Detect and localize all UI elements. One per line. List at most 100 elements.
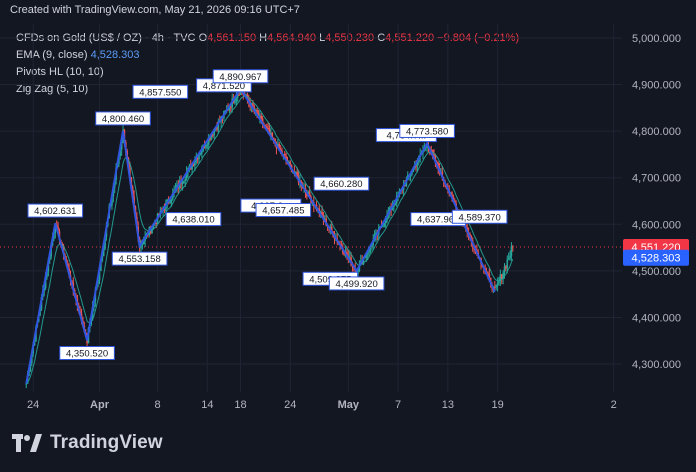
candle-body <box>120 141 123 150</box>
candle-body <box>507 258 510 260</box>
candle-body <box>510 246 513 256</box>
pivot-label: 4,499.920 <box>328 276 385 291</box>
pivot-label-box <box>451 209 508 224</box>
candle-body <box>155 222 157 224</box>
price-axis-background <box>622 0 696 416</box>
time-tick-label: Apr <box>90 399 110 411</box>
legend-pivots-row[interactable]: Pivots HL (10, 10) <box>16 64 519 81</box>
candle-body <box>209 137 211 140</box>
candle-body <box>364 257 366 259</box>
pivot-label-box <box>95 111 151 126</box>
pivot-label: 4,890.967 <box>212 69 269 84</box>
candle-body <box>506 259 509 269</box>
time-tick-label: 14 <box>201 399 213 411</box>
pivot-label: 4,857.550 <box>132 84 189 99</box>
candle-body <box>57 226 59 232</box>
pivot-label-text: 4,800.460 <box>102 114 144 125</box>
ema-price-tag-box <box>623 249 689 266</box>
legend-pivots-label[interactable]: Pivots HL (10, 10) <box>16 66 104 78</box>
candle-body <box>294 172 297 174</box>
zigzag-line <box>25 86 496 384</box>
zigzag-polyline <box>25 86 496 384</box>
candle-body <box>163 209 166 211</box>
candle-body <box>29 362 32 372</box>
legend-zigzag-row[interactable]: Zig Zag (5, 10) <box>16 81 519 98</box>
candle-body <box>142 240 145 245</box>
legend-ema-value: 4,528.303 <box>90 49 140 61</box>
candle-body <box>362 258 365 265</box>
candle-body <box>278 144 281 150</box>
pivot-label-text: 4,773.580 <box>406 126 448 137</box>
candle-body <box>496 282 499 286</box>
candle-body <box>451 192 453 197</box>
candle-body <box>382 226 384 228</box>
candle-body <box>256 109 258 114</box>
candle-body <box>495 285 498 288</box>
brand-name: TradingView <box>50 432 163 453</box>
candle-body <box>415 165 417 167</box>
candle-body <box>104 236 106 249</box>
candle-body <box>505 266 507 269</box>
candle-body <box>296 172 298 177</box>
candle-body <box>228 107 231 111</box>
candle-body <box>54 224 57 234</box>
candle-body <box>288 162 290 164</box>
candle-body <box>488 274 491 278</box>
pivot-label-box <box>399 123 455 138</box>
candle-body <box>140 245 142 248</box>
candle-body <box>216 128 218 130</box>
candle-body <box>411 172 413 175</box>
candle-body <box>366 252 369 255</box>
candle-body <box>371 245 373 247</box>
candle-body <box>169 202 171 204</box>
candle-body <box>205 145 207 148</box>
chart-grid <box>0 24 622 392</box>
candle-body <box>212 134 214 136</box>
candle-body <box>433 154 435 157</box>
legend-ema-label[interactable]: EMA (9, close) <box>16 49 88 61</box>
pivot-label-text: 4,890.967 <box>219 72 261 83</box>
ema-price-tag-text: 4,528.303 <box>632 253 681 265</box>
candle-body <box>503 266 506 273</box>
time-tick-label: 2 <box>611 399 617 411</box>
candle-body <box>196 157 199 160</box>
pivot-label-text: 4,553.158 <box>118 254 160 265</box>
candle-body <box>285 156 287 161</box>
pivot-label: 4,657.485 <box>255 203 312 218</box>
time-tick-label: 13 <box>442 399 454 411</box>
candle-body <box>452 196 455 201</box>
candle-body <box>500 274 503 280</box>
pivot-label-box <box>212 69 269 84</box>
candle-body <box>365 254 368 258</box>
candle-body <box>348 257 351 259</box>
tradingview-brand[interactable]: TradingView <box>12 432 163 454</box>
pivot-label-box <box>132 84 189 99</box>
candle-body <box>404 185 406 187</box>
tradingview-logo-icon <box>12 434 42 452</box>
legend-ema-row[interactable]: EMA (9, close) 4,528.303 <box>16 47 519 64</box>
legend-symbol-row[interactable]: CFDs on Gold (US$ / OZ) · 4h · TVC O4,56… <box>16 30 519 47</box>
candle-body <box>494 286 496 288</box>
candle-body <box>207 137 210 145</box>
candle-body <box>267 127 269 130</box>
candle-body <box>321 211 323 217</box>
ema-price-tag: 4,528.303 <box>623 249 689 266</box>
price-axis[interactable]: 4,300.000 4,400.000 4,500.000 4,600.000 4,70… <box>622 0 696 416</box>
pivot-label-text: 4,857.550 <box>139 87 181 98</box>
pivot-label-text: 4,660.280 <box>320 179 362 190</box>
candle-body <box>170 199 173 203</box>
candle-body <box>394 203 397 205</box>
candle-body <box>230 107 232 109</box>
candle-body <box>384 220 387 223</box>
pivot-label-text: 4,657.485 <box>262 206 304 217</box>
candle-body <box>201 150 203 154</box>
price-tick-label: 4,600.000 <box>632 219 681 231</box>
candle-body <box>308 191 311 198</box>
time-axis[interactable]: 24 Apr 8 14 18 24 May 7 13 19 2 <box>27 399 617 411</box>
price-chart[interactable]: 4,602.631 4,350.520 4,800.460 4,553.158 4,85… <box>0 0 696 416</box>
pivot-label-box <box>59 346 115 361</box>
candle-body <box>184 178 187 181</box>
legend-zigzag-label[interactable]: Zig Zag (5, 10) <box>16 83 89 95</box>
candle-body <box>343 252 345 255</box>
candle-body <box>25 383 28 385</box>
